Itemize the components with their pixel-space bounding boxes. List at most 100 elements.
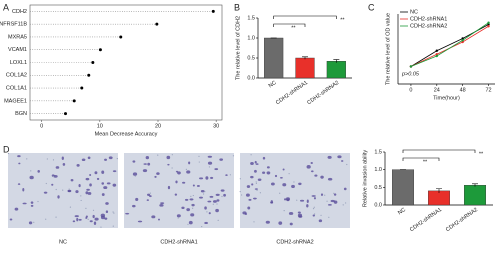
pore	[192, 207, 194, 209]
pore	[55, 216, 57, 218]
pore	[30, 170, 32, 172]
cell	[55, 166, 60, 169]
cell	[306, 204, 309, 208]
cell	[78, 218, 82, 221]
cell	[270, 182, 275, 186]
significance-label: **	[340, 17, 345, 23]
x-tick-label: 10	[97, 123, 103, 129]
cell	[297, 213, 303, 218]
cell	[135, 197, 139, 202]
pore	[26, 158, 28, 160]
cell	[200, 190, 205, 193]
cell	[333, 193, 337, 196]
cell	[67, 189, 72, 193]
cell	[188, 220, 193, 225]
cell	[207, 161, 213, 165]
pore	[149, 192, 151, 194]
cell	[137, 220, 143, 223]
cell	[103, 186, 108, 190]
cell	[330, 199, 335, 203]
cell	[291, 184, 295, 189]
cell	[176, 214, 181, 218]
significance-bracket	[273, 15, 337, 19]
cell	[225, 174, 228, 176]
cell	[320, 193, 324, 197]
point	[487, 23, 490, 26]
cell	[132, 160, 136, 163]
cell	[147, 193, 151, 196]
cell	[105, 202, 109, 205]
micro-image	[240, 153, 350, 228]
cell	[196, 184, 200, 187]
cell	[343, 187, 347, 191]
cell	[186, 208, 191, 212]
x-tick-label: 0	[40, 123, 43, 129]
cell	[132, 204, 136, 208]
bar	[264, 37, 284, 79]
cell	[75, 190, 79, 194]
cell	[143, 163, 147, 165]
point	[461, 37, 464, 40]
y-tick-label: CDH2	[12, 9, 27, 15]
point	[487, 21, 490, 24]
cell	[246, 185, 251, 188]
cell	[85, 177, 90, 181]
dot	[98, 48, 102, 52]
cell	[29, 175, 34, 180]
cell	[92, 214, 95, 219]
cell	[100, 213, 106, 218]
pore	[240, 194, 243, 196]
cell	[192, 184, 195, 187]
cell	[70, 178, 74, 182]
y-tick-label: MAGEE1	[4, 98, 27, 104]
cell	[154, 175, 157, 178]
pore	[192, 194, 194, 197]
y-axis-label: The relative level of OD value	[385, 13, 391, 85]
cell	[216, 199, 220, 202]
cell	[43, 191, 48, 194]
y-tick-label: 1.0	[374, 167, 382, 173]
cell	[81, 158, 86, 161]
pore	[37, 200, 39, 203]
pore	[212, 203, 214, 205]
cell	[104, 217, 108, 220]
cell	[101, 170, 105, 174]
cell	[186, 170, 191, 174]
error-bar	[333, 59, 340, 63]
pore	[255, 182, 257, 184]
pore	[112, 225, 114, 227]
cell	[101, 193, 105, 196]
dot	[211, 9, 215, 13]
pore	[62, 189, 64, 191]
cell	[270, 200, 274, 204]
pore	[333, 192, 335, 194]
x-tick-label: NC	[268, 80, 278, 89]
significance-label: **	[479, 151, 484, 157]
pore	[239, 190, 241, 193]
dot	[72, 99, 76, 103]
pore	[217, 219, 219, 221]
cell	[30, 201, 34, 204]
pore	[232, 155, 235, 157]
significance-bracket	[273, 23, 306, 27]
x-tick-label: NC	[397, 207, 407, 216]
cell	[248, 198, 252, 201]
pore	[201, 225, 203, 228]
cell	[57, 195, 60, 199]
cell	[255, 163, 259, 165]
pore	[206, 211, 208, 213]
y-tick-label: TNFRSF11B	[0, 22, 27, 28]
x-tick-label: 0	[409, 87, 412, 93]
pore	[346, 163, 348, 166]
dot	[80, 86, 84, 90]
pore	[171, 154, 173, 156]
x-tick-label: CDH2-shRNA1	[409, 207, 443, 233]
point	[435, 49, 438, 52]
y-tick-label: 0.5	[247, 55, 255, 61]
plot-frame	[29, 4, 223, 121]
pore	[187, 223, 189, 225]
pore	[221, 195, 223, 198]
y-tick-label: 1.5	[247, 15, 255, 21]
cell	[9, 218, 13, 221]
dot	[119, 35, 123, 39]
